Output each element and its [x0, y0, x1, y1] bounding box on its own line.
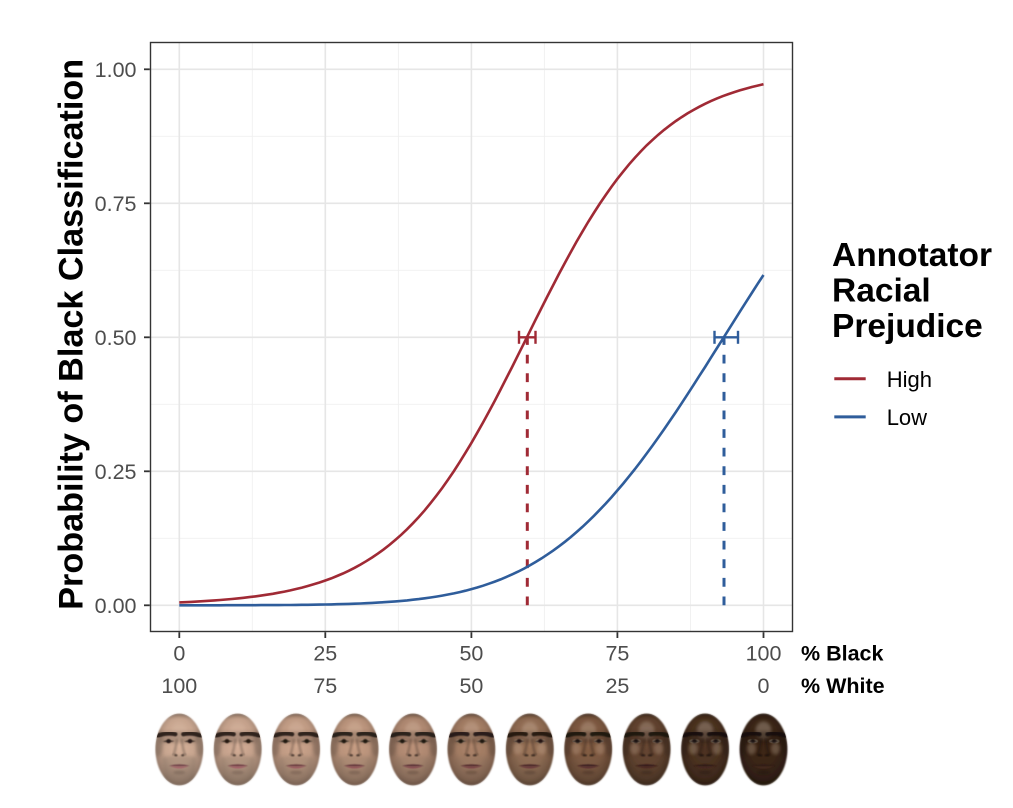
svg-text:75: 75: [313, 674, 337, 698]
svg-text:Probability of Black Classific: Probability of Black Classification: [53, 59, 91, 610]
svg-text:100: 100: [746, 641, 782, 665]
svg-text:0: 0: [758, 674, 770, 698]
svg-text:Low: Low: [887, 405, 927, 430]
svg-text:High: High: [887, 367, 932, 392]
svg-text:75: 75: [605, 641, 629, 665]
svg-text:% Black: % Black: [801, 641, 884, 665]
svg-text:% White: % White: [801, 674, 885, 698]
svg-text:0.75: 0.75: [95, 192, 137, 216]
svg-text:50: 50: [459, 674, 483, 698]
svg-text:0.00: 0.00: [95, 594, 137, 618]
svg-text:50: 50: [459, 641, 483, 665]
svg-text:0.25: 0.25: [95, 460, 137, 484]
svg-text:0.50: 0.50: [95, 326, 137, 350]
svg-text:0: 0: [173, 641, 185, 665]
svg-text:25: 25: [313, 641, 337, 665]
svg-text:100: 100: [161, 674, 197, 698]
svg-text:1.00: 1.00: [95, 58, 137, 82]
svg-text:Annotator: Annotator: [832, 237, 992, 274]
svg-text:Prejudice: Prejudice: [832, 308, 983, 345]
svg-text:Racial: Racial: [832, 272, 931, 309]
svg-text:25: 25: [605, 674, 629, 698]
